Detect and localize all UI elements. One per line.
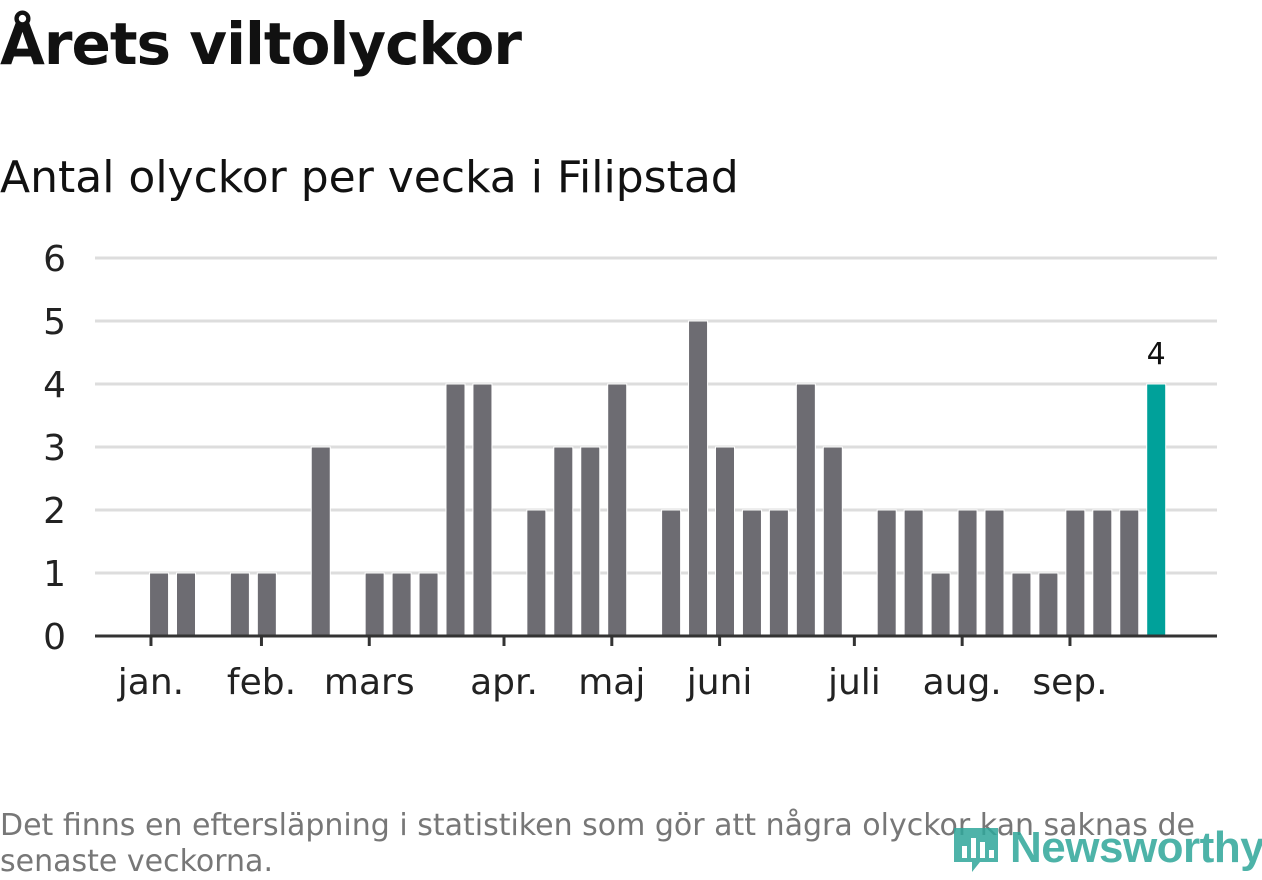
bar-week [1092, 509, 1113, 637]
newsworthy-logo-icon [954, 828, 998, 872]
axes: 0 1 2 3 4 5 6 jan. feb. mars apr. maj juni juli aug. se… [43, 239, 1217, 703]
bar-week [822, 446, 843, 637]
bar-week [149, 572, 170, 637]
y-tick-label: 1 [43, 554, 66, 595]
x-tick-label-month: aug. [923, 662, 1002, 703]
bar-week [310, 446, 331, 637]
bar-week [661, 509, 682, 637]
x-tick-label-month: jan. [117, 662, 184, 703]
gridlines [95, 256, 1217, 575]
x-tick-label-month: maj [578, 662, 645, 703]
y-tick-label: 3 [43, 428, 66, 469]
bar-week [580, 446, 601, 637]
bar-week [418, 572, 439, 637]
bar-week [445, 383, 466, 637]
x-tick-label-month: feb. [227, 662, 296, 703]
y-tick-label: 5 [43, 302, 66, 343]
bar-week [795, 383, 816, 637]
bar-week [472, 383, 493, 637]
x-tick-label-month: juli [827, 662, 881, 703]
bar-week [1011, 572, 1032, 637]
bar-week [526, 509, 547, 637]
bar-highlighted-week [1146, 383, 1167, 637]
highlight-value-label: 4 [1147, 337, 1166, 372]
bar-week [768, 509, 789, 637]
chart-title: Årets viltolyckor [0, 10, 522, 78]
bar-week [741, 509, 762, 637]
y-tick-label: 2 [43, 491, 66, 532]
bar-week [876, 509, 897, 637]
x-tick-label-month: juni [686, 662, 753, 703]
x-tick-label-month: mars [324, 662, 415, 703]
newsworthy-logo: Newsworthy [950, 818, 1262, 878]
bar-week [957, 509, 978, 637]
bar-week [1065, 509, 1086, 637]
bar-week [607, 383, 628, 637]
bar-week [364, 572, 385, 637]
bar-week [229, 572, 250, 637]
bar-week [256, 572, 277, 637]
newsworthy-logo-text: Newsworthy [1010, 823, 1262, 872]
y-tick-label: 0 [43, 617, 66, 658]
x-tick-label-month: sep. [1032, 662, 1107, 703]
bar-week [903, 509, 924, 637]
x-tick-label-month: apr. [470, 662, 538, 703]
bar-week [1119, 509, 1140, 637]
bar-week [984, 509, 1005, 637]
bar-week [553, 446, 574, 637]
chart-subtitle: Antal olyckor per vecka i Filipstad [0, 152, 739, 203]
y-tick-label: 6 [43, 239, 66, 280]
bar-week [715, 446, 735, 637]
y-tick-label: 4 [43, 365, 66, 406]
bar-week [1038, 572, 1059, 637]
bar-week [176, 572, 196, 637]
bar-week [930, 572, 951, 637]
bar-week [688, 320, 709, 637]
bars: 4 [149, 320, 1167, 637]
bar-week [391, 572, 412, 637]
